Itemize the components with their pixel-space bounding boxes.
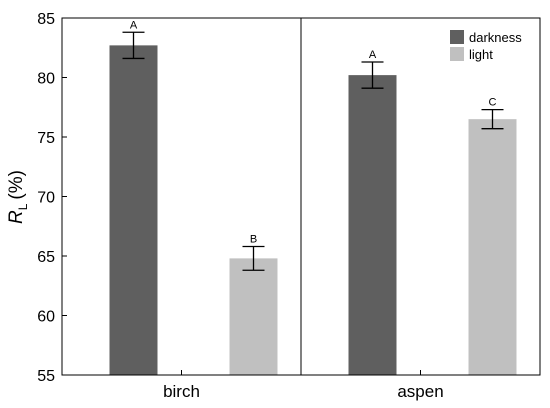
y-tick-label-60: 60 xyxy=(37,309,55,326)
y-tick-label-65: 65 xyxy=(37,249,55,266)
legend: darkness light xyxy=(450,30,522,62)
axes: 55 60 65 70 75 80 85 birch aspen xyxy=(37,11,541,401)
bar-darkness-aspen xyxy=(348,75,397,376)
legend-label-light: light xyxy=(469,47,493,62)
legend-label-darkness: darkness xyxy=(469,30,522,45)
bar-light-aspen xyxy=(468,119,517,376)
y-tick-label-55: 55 xyxy=(37,368,55,385)
y-tick-label-75: 75 xyxy=(37,130,55,147)
legend-swatch-darkness xyxy=(450,30,464,44)
significance-label-darkness-aspen: A xyxy=(369,49,377,61)
significance-label-darkness-birch: A xyxy=(130,19,138,31)
y-axis-label-main: R xyxy=(6,210,27,224)
y-axis-label-unit: (%) xyxy=(6,170,27,200)
legend-swatch-light xyxy=(450,47,464,61)
bar-light-birch xyxy=(229,258,278,375)
bar-darkness-birch xyxy=(109,45,158,376)
plot-area: A A B C xyxy=(109,19,517,376)
x-tick-label-birch: birch xyxy=(163,382,200,401)
x-tick-label-aspen: aspen xyxy=(397,382,443,401)
y-tick-label-80: 80 xyxy=(37,71,55,88)
y-axis-label-subscript: L xyxy=(16,203,30,210)
significance-label-light-birch: B xyxy=(250,233,257,245)
y-axis-label: RL (%) xyxy=(6,170,30,224)
y-tick-label-85: 85 xyxy=(37,11,55,28)
y-tick-label-70: 70 xyxy=(37,190,55,207)
significance-label-light-aspen: C xyxy=(489,97,497,109)
